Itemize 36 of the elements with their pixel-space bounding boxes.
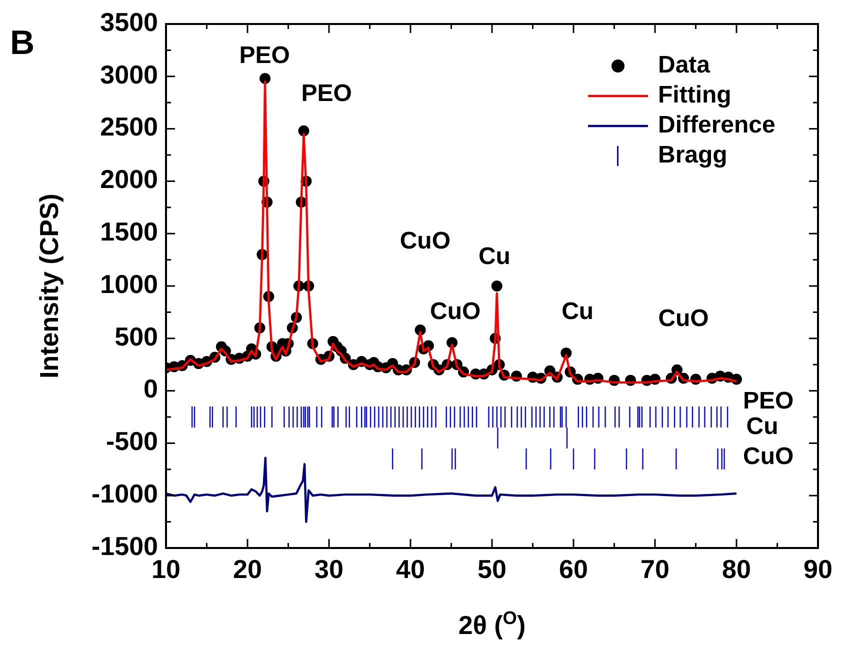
y-tick-label: 1500 [100, 216, 158, 246]
annotation: CuO [658, 304, 709, 332]
line-series [166, 456, 738, 523]
legend-label: Data [658, 51, 711, 78]
x-tick-label: 70 [640, 554, 670, 584]
x-tick-label: 80 [722, 554, 751, 584]
annotation: Cu [746, 412, 778, 440]
annotation: CuO [400, 227, 451, 254]
x-tick-label: 30 [314, 554, 344, 584]
annotation: CuO [743, 443, 794, 470]
y-tick-label: -500 [106, 426, 158, 456]
chart-title: B [10, 24, 35, 62]
x-tick-label: 60 [559, 554, 588, 584]
y-tick-label: 0 [144, 374, 158, 404]
annotation: PEO [239, 42, 290, 69]
y-axis-title: Intensity (CPS) [34, 194, 64, 378]
annotation: PEO [301, 80, 352, 108]
annotation: PEO [743, 388, 794, 415]
annotation: Cu [562, 298, 594, 326]
y-tick-label: 3000 [100, 59, 158, 90]
x-tick-label: 40 [396, 554, 425, 584]
legend-label: Bragg [658, 141, 728, 168]
y-tick-label: 500 [114, 321, 158, 352]
legend-label: Fitting [658, 81, 732, 108]
annotation: Cu [478, 243, 510, 270]
y-tick-label: -1000 [92, 478, 158, 508]
x-axis-title: 2θ ($^{O}$) [458, 608, 526, 640]
y-tick-label: 2500 [100, 112, 158, 142]
legend-label: Difference [658, 111, 776, 138]
x-tick-label: 90 [804, 554, 832, 584]
y-tick-label: 2000 [100, 164, 158, 194]
y-tick-label: 3500 [100, 6, 158, 37]
x-tick-label: 20 [233, 554, 262, 584]
x-tick-label: 50 [478, 554, 506, 584]
y-tick-label: 1000 [100, 268, 158, 299]
annotation: CuO [430, 298, 481, 326]
